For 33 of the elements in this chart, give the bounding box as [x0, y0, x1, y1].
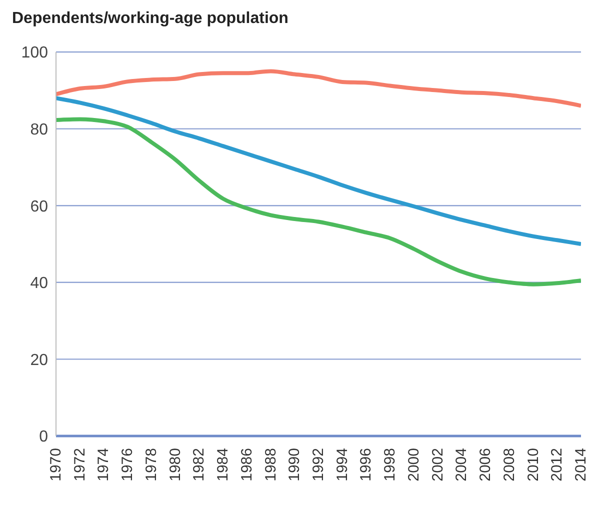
x-tick-label: 2010 [524, 448, 542, 482]
chart-title: Dependents/working-age population [11, 9, 290, 29]
x-tick-label: 2002 [429, 448, 446, 482]
x-tick-label: 2012 [548, 448, 566, 482]
y-tick-label: 20 [30, 352, 48, 369]
y-tick-label: 0 [39, 428, 48, 446]
line-series [56, 69, 581, 108]
x-tick-label: 1988 [262, 448, 280, 482]
line-series [56, 117, 581, 286]
x-tick-label: 1990 [286, 448, 304, 482]
x-tick-label: 1992 [310, 448, 327, 482]
x-tick-label: 1998 [382, 448, 399, 482]
y-tick-label: 80 [30, 121, 48, 138]
x-tick-label: 2014 [572, 448, 590, 482]
x-tick-label: 1972 [71, 448, 88, 482]
x-tick-label: 1982 [190, 448, 208, 482]
x-tick-label: 1970 [48, 448, 64, 482]
x-tick-label: 1976 [119, 448, 136, 482]
x-tick-label: 1974 [95, 448, 112, 482]
x-tick-label: 2006 [477, 448, 494, 482]
x-tick-label: 1984 [214, 448, 232, 482]
x-tick-label: 2004 [453, 448, 470, 482]
x-tick-label: 1996 [358, 448, 375, 482]
line-series [56, 96, 581, 246]
x-tick-label: 2008 [500, 448, 518, 482]
x-tick-label: 2000 [405, 448, 422, 482]
x-tick-label: 1986 [238, 448, 256, 482]
y-tick-label: 100 [21, 44, 48, 62]
x-tick-label: 1994 [334, 448, 351, 482]
y-tick-label: 60 [30, 198, 48, 216]
x-tick-label: 1980 [166, 448, 184, 482]
y-tick-label: 40 [30, 275, 48, 292]
x-tick-label: 1978 [142, 448, 160, 482]
